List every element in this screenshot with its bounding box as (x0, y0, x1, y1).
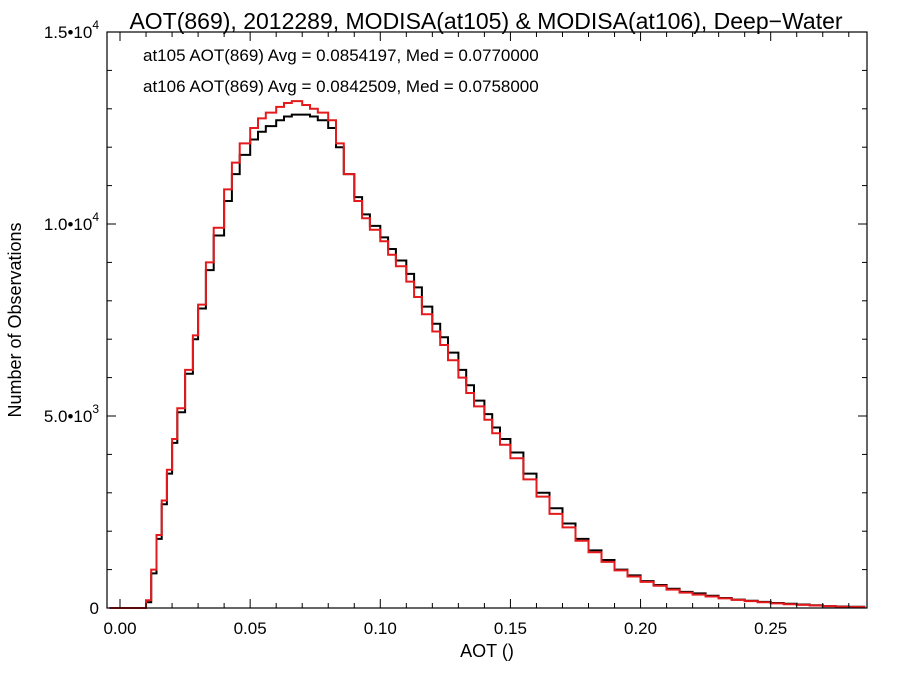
x-tick-label: 0.00 (103, 619, 136, 638)
y-tick-label: 0 (90, 599, 99, 618)
series-layer (109, 100, 866, 609)
series-line-0 (109, 113, 866, 609)
y-axis-label: Number of Observations (5, 222, 25, 417)
x-axis: 0.00 0.05 0.10 0.15 0.20 0.25 (103, 32, 850, 638)
chart-title: AOT(869), 2012289, MODISA(at105) & MODIS… (129, 8, 842, 34)
legend: at105 AOT(869) Avg = 0.0854197, Med = 0.… (143, 46, 539, 96)
x-tick-label: 0.10 (364, 619, 397, 638)
x-tick-label: 0.05 (234, 619, 267, 638)
y-tick-label: 1.0•104 (44, 210, 100, 234)
x-tick-label: 0.15 (494, 619, 527, 638)
series-line-1 (109, 100, 866, 609)
y-axis: 0 5.0•103 1.0•104 1.5•104 (44, 18, 867, 618)
legend-entry-at106: at106 AOT(869) Avg = 0.0842509, Med = 0.… (143, 77, 539, 96)
x-tick-label: 0.20 (624, 619, 657, 638)
x-tick-label: 0.25 (754, 619, 787, 638)
plot-frame (106, 31, 868, 609)
x-axis-label: AOT () (460, 641, 514, 661)
y-tick-label: 5.0•103 (44, 402, 100, 426)
y-tick-label: 1.5•104 (44, 18, 100, 42)
legend-entry-at105: at105 AOT(869) Avg = 0.0854197, Med = 0.… (143, 46, 539, 65)
